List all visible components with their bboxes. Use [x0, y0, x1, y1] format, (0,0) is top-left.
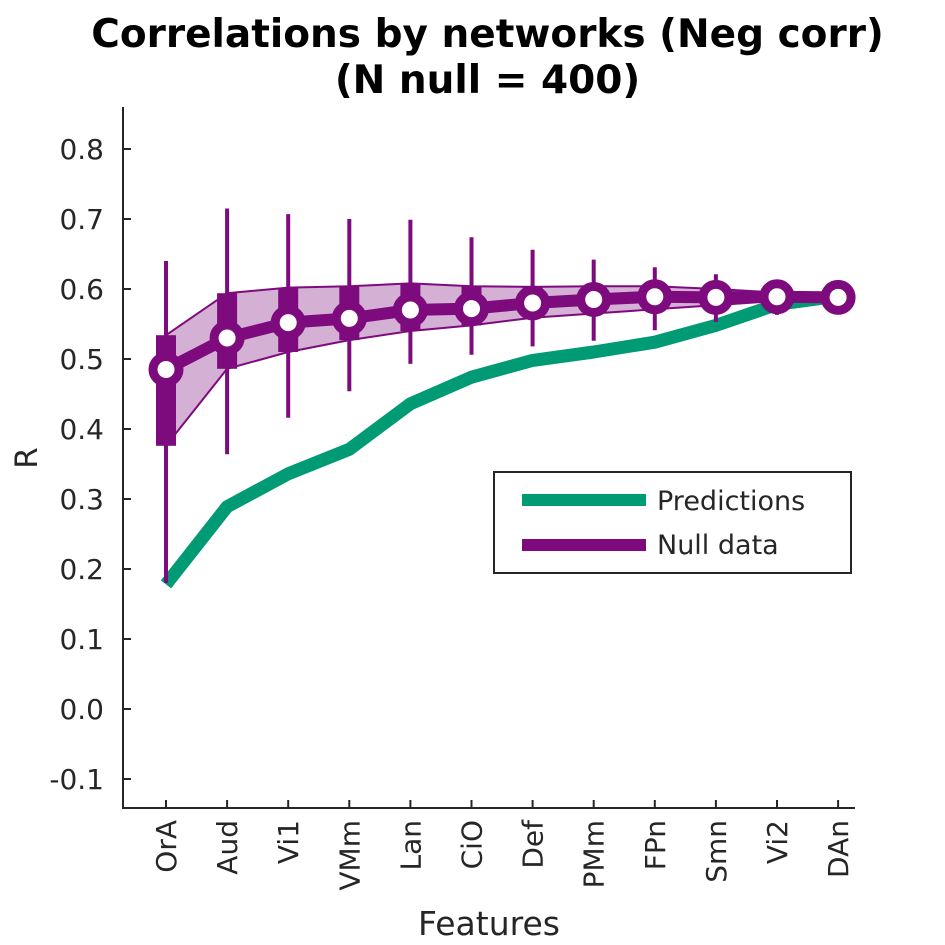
- legend-label-predictions: Predictions: [657, 486, 805, 517]
- null-data-marker-vi1: [270, 305, 306, 341]
- y-tick-label: 0.0: [59, 693, 104, 726]
- x-tick-label-pmm: PMm: [578, 820, 611, 888]
- null-data-marker-vmm: [331, 300, 367, 336]
- y-tick-label: 0.4: [59, 413, 104, 446]
- x-tick-label-fpn: FPn: [639, 820, 672, 870]
- null-data-box-ora: [156, 335, 176, 446]
- x-tick-label-lan: Lan: [394, 820, 427, 871]
- x-tick-label-vmm: VMm: [333, 820, 366, 891]
- null-data-marker-pmm: [576, 282, 612, 317]
- null-data-marker-cio: [454, 291, 489, 327]
- y-tick-label: -0.1: [49, 763, 104, 796]
- legend: Predictions Null data: [493, 471, 852, 574]
- legend-label-null-data: Null data: [657, 530, 779, 561]
- y-tick-label: 0.3: [59, 483, 104, 516]
- null-data-marker-fpn: [637, 279, 673, 315]
- x-tick-label-smn: Smn: [700, 820, 733, 883]
- null-data-marker-lan: [392, 292, 428, 328]
- chart-title: Correlations by networks (Neg corr): [91, 12, 884, 57]
- x-tick-label-vi1: Vi1: [272, 820, 305, 864]
- legend-box: [493, 471, 852, 574]
- y-axis-label: R: [9, 447, 45, 469]
- null-data-marker-smn: [698, 279, 734, 315]
- null-data-marker-def: [515, 285, 551, 321]
- null-data-marker-vi2: [759, 279, 795, 315]
- y-tick-label: 0.7: [59, 203, 104, 236]
- null-data-marker-dan: [820, 279, 856, 315]
- x-tick-label-cio: CiO: [456, 820, 489, 869]
- x-tick-label-def: Def: [517, 819, 550, 869]
- x-tick-label-dan: DAn: [822, 820, 855, 878]
- x-tick-label-aud: Aud: [211, 820, 244, 875]
- y-tick-label: 0.6: [59, 273, 104, 306]
- x-axis-label: Features: [418, 904, 560, 943]
- x-tick-label-vi2: Vi2: [761, 820, 794, 864]
- y-tick-label: 0.2: [59, 553, 104, 586]
- y-tick-label: 0.8: [59, 133, 104, 166]
- y-tick-label: 0.1: [59, 623, 104, 656]
- null-data-marker-ora: [148, 352, 184, 387]
- x-tick-label-ora: OrA: [150, 820, 183, 873]
- chart-subtitle: (N null = 400): [334, 58, 641, 103]
- predictions-line: [160, 289, 839, 589]
- y-tick-label: 0.5: [59, 343, 104, 376]
- null-data-marker-aud: [209, 320, 245, 356]
